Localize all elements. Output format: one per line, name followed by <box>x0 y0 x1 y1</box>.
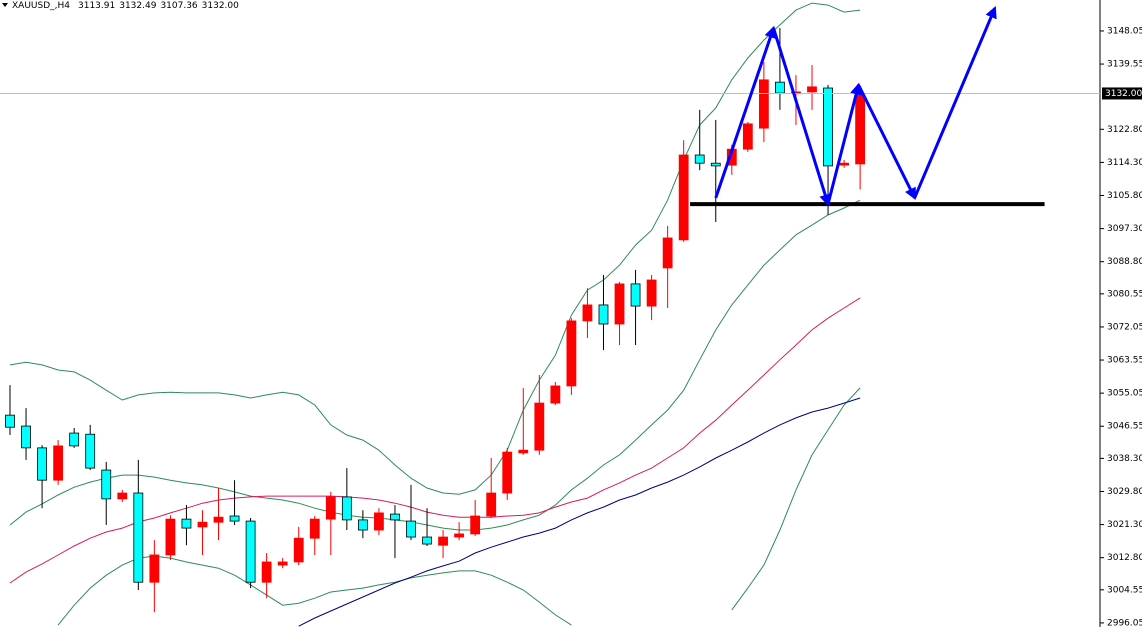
candle-body <box>758 79 769 129</box>
symbol: XAUUSD_,H4 <box>12 1 70 11</box>
candle-body <box>69 432 80 447</box>
candle-body <box>662 237 673 269</box>
candle-body <box>855 93 866 165</box>
candle-body <box>117 492 128 500</box>
y-tick-label: 2996.05 <box>1107 618 1142 627</box>
candle-body <box>149 554 160 583</box>
candle-body <box>197 521 208 528</box>
y-tick-label: 3029.80 <box>1107 487 1142 497</box>
candle-body <box>229 515 240 522</box>
candle-body <box>518 449 529 454</box>
y-tick-label: 3012.80 <box>1107 553 1142 563</box>
y-tick-label: 3148.05 <box>1107 26 1142 36</box>
candle-body <box>454 533 465 538</box>
y-axis: 3148.05 3139.55 3122.80 3114.30 3105.80 3097.… <box>1100 26 1142 627</box>
indicator-line <box>298 397 861 627</box>
indicator-line <box>731 387 861 611</box>
candle-body <box>614 283 625 325</box>
candle-body <box>823 87 833 167</box>
zigzag-leg <box>857 84 916 200</box>
candle-body <box>438 536 448 546</box>
candle-body <box>422 536 432 545</box>
candle-body <box>630 283 641 307</box>
candle-body <box>21 425 31 449</box>
price-label: 3132.00 <box>1105 89 1142 99</box>
candle-body <box>277 561 288 566</box>
candle-body <box>213 516 224 523</box>
y-tick-label: 3080.55 <box>1107 289 1142 299</box>
candle-body <box>678 154 689 241</box>
candle-body <box>261 561 272 583</box>
candle-body <box>53 445 64 481</box>
zigzag-leg <box>826 82 862 205</box>
price-label-box <box>1102 87 1142 100</box>
y-tick-label: 3072.05 <box>1107 322 1142 332</box>
zigzag-leg <box>913 5 997 199</box>
candle-body <box>374 512 384 531</box>
candle-body <box>181 518 192 529</box>
y-tick-label: 3004.55 <box>1107 585 1142 595</box>
candle-body <box>341 496 352 521</box>
indicator-line <box>9 199 861 531</box>
candle-body <box>694 154 705 164</box>
candle-body <box>502 451 513 494</box>
candle-body <box>37 447 47 481</box>
candle-body <box>309 518 320 539</box>
header-value: 3132.00 <box>202 1 239 11</box>
candle-body <box>85 433 96 469</box>
candle-body <box>646 279 657 307</box>
candle-body <box>839 162 849 166</box>
candle-body <box>598 304 609 325</box>
candle-body <box>550 385 561 404</box>
candle-body <box>165 518 176 556</box>
candle-body <box>470 515 481 535</box>
indicator-line <box>9 297 861 584</box>
candle-body <box>775 81 785 94</box>
plot-area <box>0 2 1100 627</box>
zigzag-leg <box>714 25 777 199</box>
candle-body <box>807 86 817 93</box>
y-tick-label: 3097.30 <box>1107 224 1142 234</box>
candle-body <box>534 402 545 451</box>
candle-body <box>486 492 497 517</box>
candle-body <box>133 492 144 583</box>
candle-body <box>566 320 577 387</box>
indicator-line <box>9 2 861 495</box>
candle-body <box>293 537 304 563</box>
y-tick-label: 3105.80 <box>1107 191 1142 201</box>
y-tick-label: 3046.55 <box>1107 422 1142 432</box>
zigzag-leg <box>772 27 831 207</box>
header-value: 3113.91 <box>78 1 115 11</box>
y-tick-label: 3114.30 <box>1107 158 1142 168</box>
y-tick-label: 3021.30 <box>1107 520 1142 530</box>
y-tick-label: 3139.55 <box>1107 60 1142 70</box>
header-value: 3132.49 <box>119 1 156 11</box>
y-tick-label: 3063.55 <box>1107 356 1142 366</box>
menu-triangle <box>2 3 8 7</box>
y-tick-label: 3088.80 <box>1107 257 1142 267</box>
candle-body <box>582 304 593 322</box>
candle-body <box>710 162 721 167</box>
candle-body <box>101 469 112 500</box>
header-value: 3107.36 <box>160 1 197 11</box>
candle-body <box>742 123 753 150</box>
candle-body <box>390 513 400 521</box>
candle-body <box>245 520 256 583</box>
candle-body <box>406 520 416 538</box>
y-tick-label: 3055.05 <box>1107 389 1142 399</box>
candle-body <box>5 414 15 428</box>
y-tick-label: 3122.80 <box>1107 125 1142 135</box>
candle-body <box>325 496 336 520</box>
candle-body <box>357 519 368 531</box>
indicator-line <box>57 555 572 626</box>
y-tick-label: 3038.30 <box>1107 454 1142 464</box>
chart-header: XAUUSD_,H4 3113.91 3132.49 3107.36 3132.00 <box>12 1 239 11</box>
